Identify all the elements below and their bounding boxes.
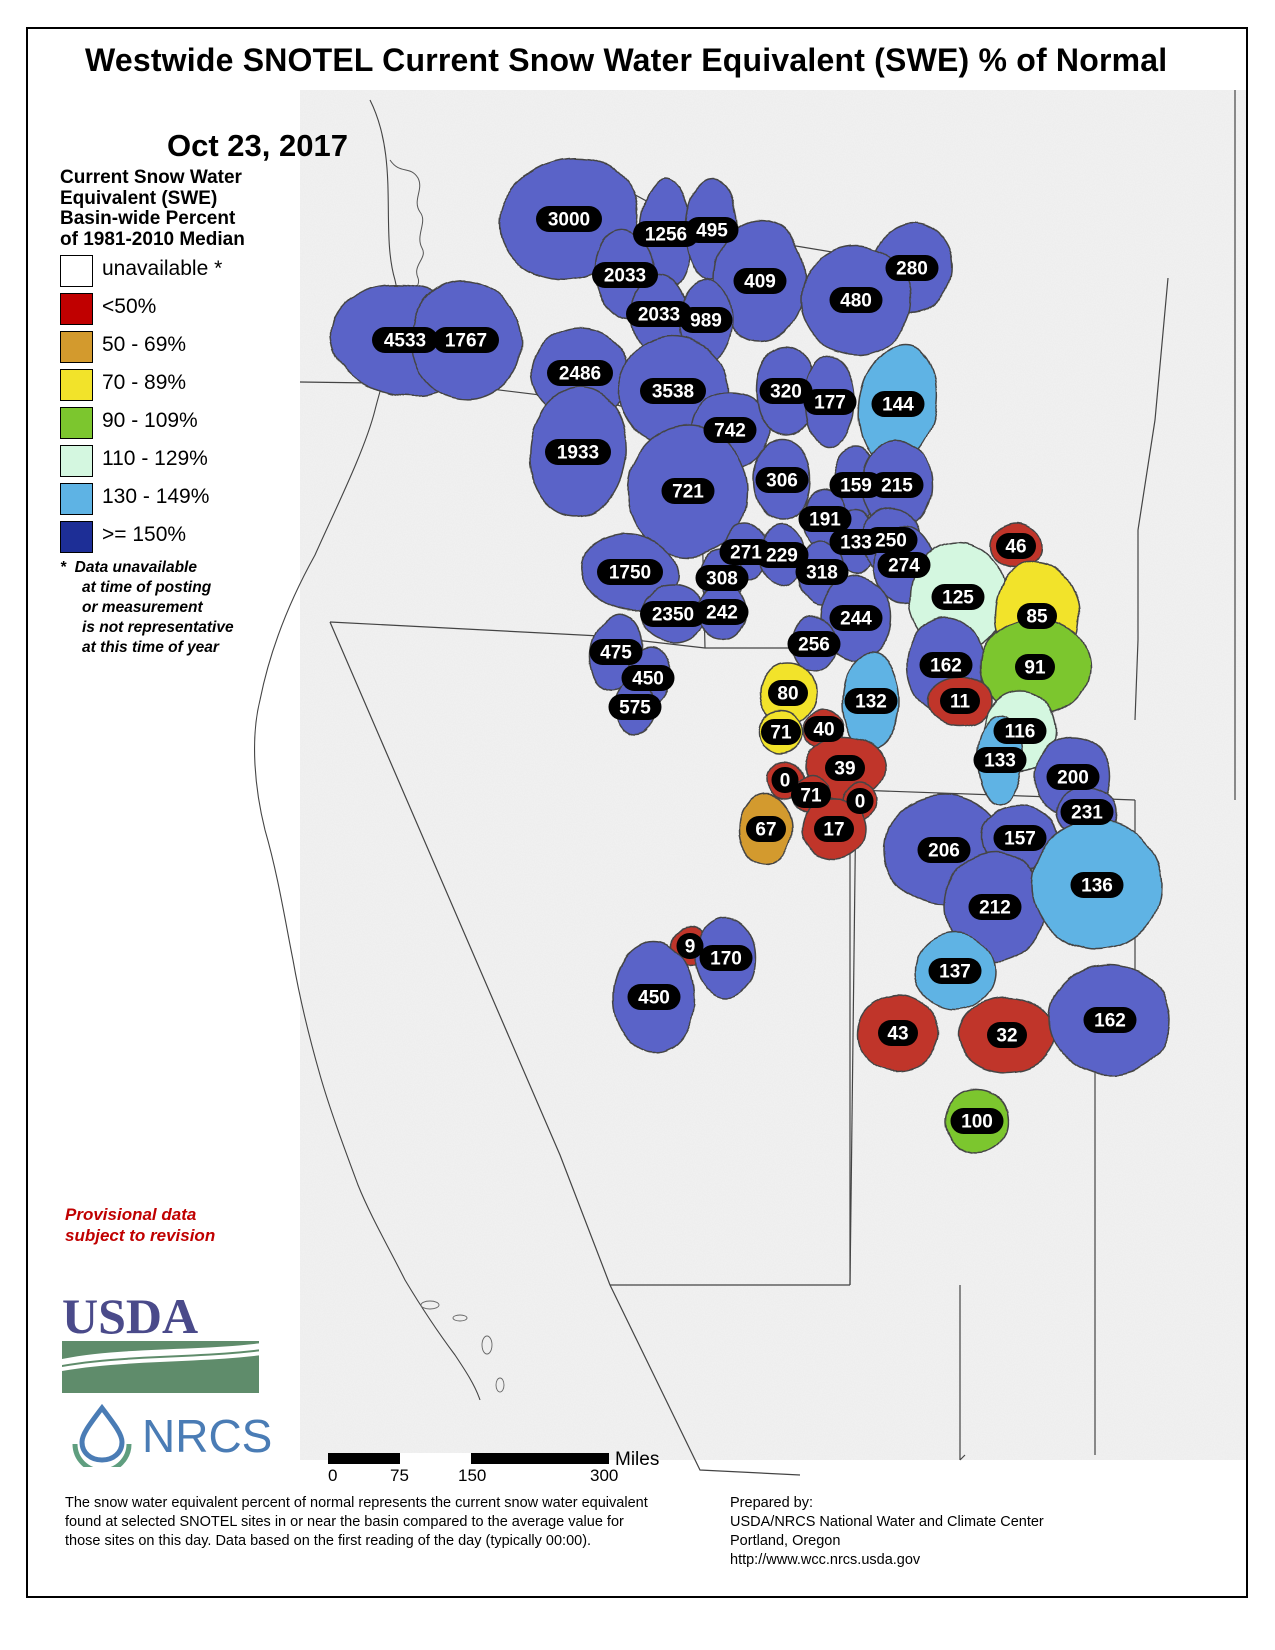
svg-text:231: 231 <box>1071 803 1103 824</box>
svg-text:1767: 1767 <box>445 331 487 352</box>
svg-text:91: 91 <box>1024 658 1046 679</box>
svg-text:2486: 2486 <box>559 364 601 385</box>
svg-text:0: 0 <box>780 771 791 792</box>
svg-text:85: 85 <box>1026 607 1048 628</box>
svg-text:2033: 2033 <box>604 266 646 287</box>
svg-text:229: 229 <box>766 546 798 567</box>
svg-text:4533: 4533 <box>384 331 426 352</box>
svg-text:450: 450 <box>638 988 670 1009</box>
svg-text:116: 116 <box>1005 722 1036 743</box>
svg-text:475: 475 <box>600 643 632 664</box>
svg-text:306: 306 <box>766 471 798 492</box>
svg-text:132: 132 <box>855 692 887 713</box>
svg-text:40: 40 <box>813 720 834 741</box>
svg-text:575: 575 <box>619 698 651 719</box>
svg-text:170: 170 <box>710 949 742 970</box>
svg-text:200: 200 <box>1057 768 1089 789</box>
svg-text:11: 11 <box>950 692 971 713</box>
svg-text:308: 308 <box>706 569 738 590</box>
svg-text:318: 318 <box>806 563 838 584</box>
svg-text:17: 17 <box>823 820 844 841</box>
svg-text:989: 989 <box>690 311 722 332</box>
svg-text:162: 162 <box>1094 1011 1126 1032</box>
svg-text:271: 271 <box>730 543 762 564</box>
svg-text:71: 71 <box>770 723 792 744</box>
svg-text:43: 43 <box>887 1024 908 1045</box>
svg-text:71: 71 <box>800 786 822 807</box>
svg-text:157: 157 <box>1004 829 1036 850</box>
svg-text:320: 320 <box>770 382 802 403</box>
svg-text:212: 212 <box>979 898 1011 919</box>
svg-text:191: 191 <box>809 510 841 531</box>
svg-text:80: 80 <box>777 684 798 705</box>
svg-text:256: 256 <box>798 635 830 656</box>
svg-text:39: 39 <box>834 759 855 780</box>
svg-text:495: 495 <box>696 221 728 242</box>
svg-text:3000: 3000 <box>548 210 590 231</box>
svg-text:67: 67 <box>755 820 776 841</box>
svg-text:450: 450 <box>632 669 664 690</box>
svg-text:244: 244 <box>840 609 872 630</box>
svg-text:32: 32 <box>996 1026 1017 1047</box>
svg-text:215: 215 <box>881 476 913 497</box>
svg-text:137: 137 <box>939 962 971 983</box>
svg-text:480: 480 <box>840 291 872 312</box>
svg-text:162: 162 <box>930 656 962 677</box>
svg-text:100: 100 <box>961 1112 993 1133</box>
svg-text:742: 742 <box>714 421 746 442</box>
svg-text:1256: 1256 <box>645 225 687 246</box>
svg-text:159: 159 <box>840 476 872 497</box>
svg-text:409: 409 <box>744 272 776 293</box>
svg-text:280: 280 <box>896 259 928 280</box>
svg-text:177: 177 <box>814 393 846 414</box>
svg-text:2350: 2350 <box>652 605 694 626</box>
svg-text:1933: 1933 <box>557 443 599 464</box>
svg-text:136: 136 <box>1081 876 1113 897</box>
svg-text:250: 250 <box>875 531 907 552</box>
svg-text:242: 242 <box>706 603 738 624</box>
svg-text:9: 9 <box>685 937 696 958</box>
svg-text:125: 125 <box>942 588 974 609</box>
svg-text:206: 206 <box>928 841 960 862</box>
svg-text:274: 274 <box>888 556 920 577</box>
svg-text:721: 721 <box>672 482 704 503</box>
svg-text:133: 133 <box>984 751 1016 772</box>
svg-text:1750: 1750 <box>609 563 651 584</box>
svg-text:133: 133 <box>840 533 872 554</box>
svg-text:46: 46 <box>1005 537 1026 558</box>
svg-text:3538: 3538 <box>652 382 694 403</box>
svg-text:0: 0 <box>855 792 866 813</box>
svg-text:2033: 2033 <box>638 305 680 326</box>
svg-text:144: 144 <box>882 395 914 416</box>
